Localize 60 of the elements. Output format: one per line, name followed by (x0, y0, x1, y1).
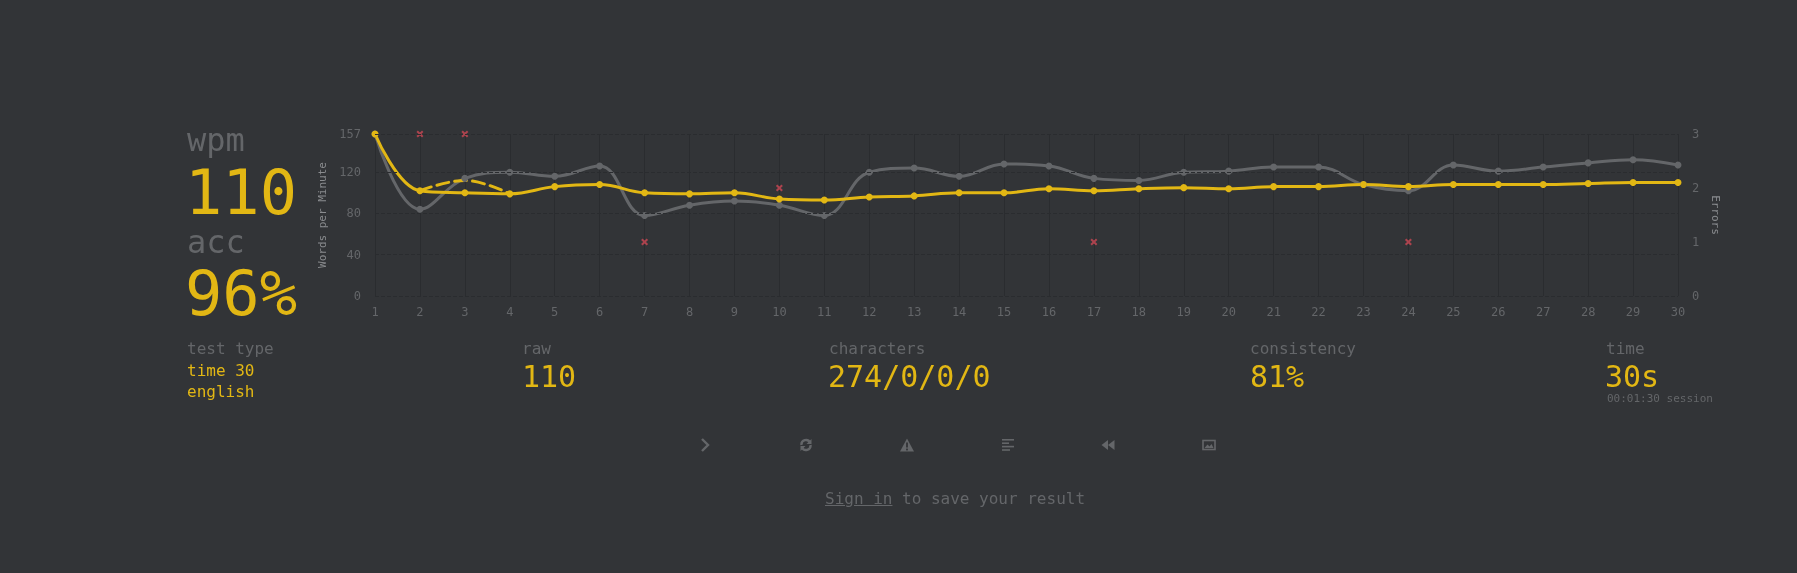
point (1315, 183, 1323, 191)
point (686, 190, 694, 198)
point (820, 196, 828, 204)
text: 96% (185, 257, 297, 330)
point (1180, 184, 1188, 192)
point (416, 205, 424, 213)
point (596, 162, 604, 170)
point (910, 164, 918, 172)
point (730, 197, 738, 205)
point (1270, 183, 1278, 191)
point (596, 181, 604, 189)
point (416, 187, 424, 195)
point (775, 201, 783, 209)
point (461, 189, 469, 197)
point (1674, 179, 1682, 186)
point (1584, 180, 1592, 188)
point (1539, 181, 1547, 189)
point (506, 190, 514, 198)
point (416, 130, 424, 138)
text: 30s (1605, 359, 1660, 394)
point (1135, 176, 1143, 184)
point (1584, 159, 1592, 167)
point (1000, 189, 1008, 197)
point (1315, 163, 1323, 171)
text: time 30 (187, 361, 255, 380)
point (551, 172, 559, 180)
point (955, 172, 963, 180)
point (1404, 238, 1412, 246)
point (1449, 181, 1457, 189)
point (1135, 185, 1143, 193)
point (1090, 187, 1098, 195)
point (955, 189, 963, 197)
point (910, 192, 918, 200)
point (1494, 181, 1502, 189)
point (641, 189, 649, 197)
y-axis-title: Words per Minute (316, 162, 330, 268)
text: 110 (522, 359, 577, 394)
text: 81% (1250, 359, 1305, 394)
text: 274/0/0/0 (828, 359, 991, 394)
point (551, 183, 559, 191)
point (1629, 156, 1637, 164)
point (820, 212, 828, 220)
point (775, 195, 783, 203)
point (730, 189, 738, 197)
point (1539, 163, 1547, 171)
point (775, 184, 783, 192)
point (1629, 179, 1637, 186)
point (1225, 185, 1233, 193)
point (1404, 183, 1412, 191)
point (461, 130, 469, 138)
point (865, 193, 873, 201)
point (1090, 238, 1098, 246)
point (1045, 185, 1053, 193)
text: english (187, 382, 255, 401)
point (461, 174, 469, 182)
y2-axis-title: Errors (1709, 195, 1723, 235)
point (1090, 174, 1098, 182)
point (1270, 163, 1278, 171)
point (1449, 161, 1457, 169)
point (686, 201, 694, 209)
